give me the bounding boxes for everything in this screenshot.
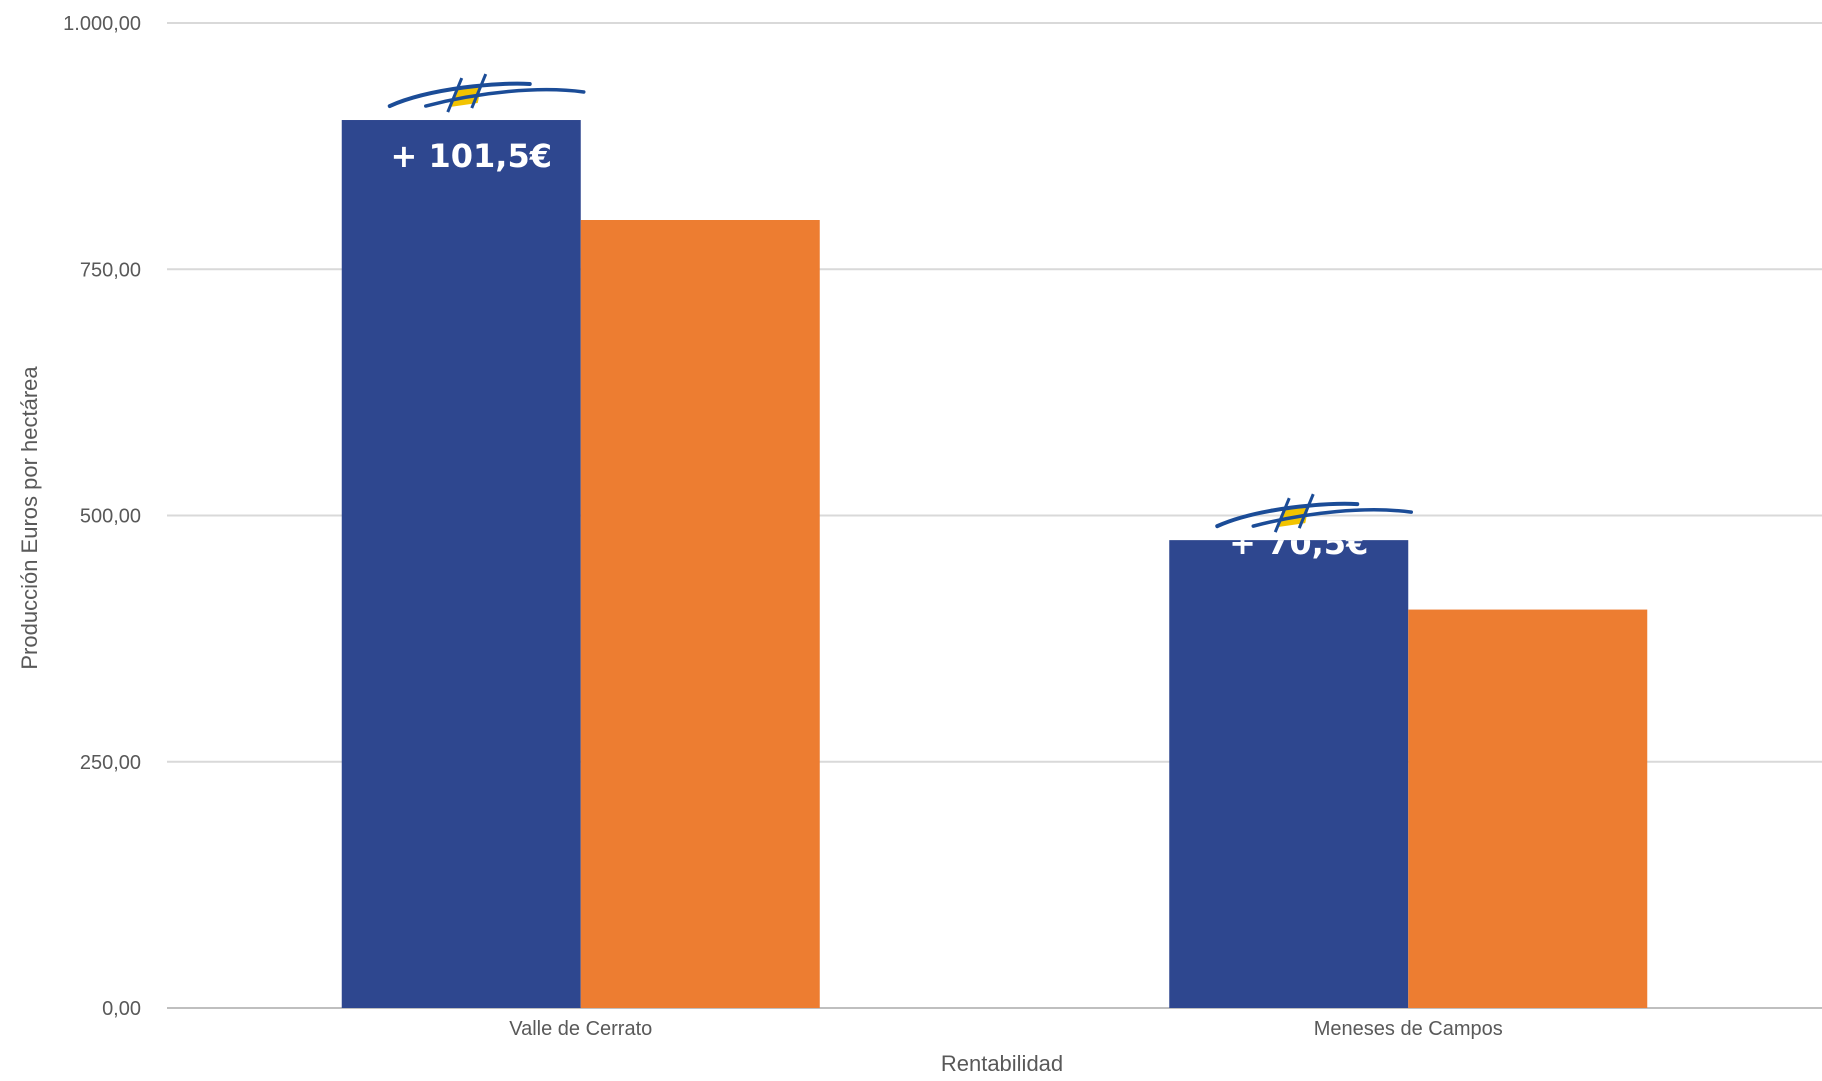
- logo-swoosh: [1251, 508, 1413, 528]
- logos: [387, 73, 1413, 533]
- logo-stroke: [470, 73, 488, 109]
- x-axis-title: Rentabilidad: [941, 1051, 1063, 1076]
- y-axis-title: Producción Euros por hectárea: [17, 366, 42, 670]
- logo-stroke: [1273, 497, 1291, 533]
- bars: [341, 120, 1648, 1008]
- gain-annotation: + 70,5€: [1229, 524, 1368, 562]
- logo-stroke: [446, 77, 464, 113]
- bar: [341, 120, 581, 1008]
- y-tick-label: 750,00: [80, 259, 141, 281]
- gain-annotation: + 101,5€: [391, 137, 552, 175]
- y-tick-label: 250,00: [80, 752, 141, 774]
- logo-swoosh: [387, 81, 532, 109]
- annotations: + 101,5€ + 70,5€: [391, 137, 1369, 562]
- y-axis-ticks: 0,00 250,00 500,00 750,00 1.000,00: [63, 13, 141, 1020]
- logo-mark: [1215, 493, 1413, 533]
- x-tick-label: Meneses de Campos: [1314, 1018, 1503, 1040]
- bar: [1408, 609, 1648, 1008]
- y-tick-label: 1.000,00: [63, 13, 141, 35]
- bar: [1169, 540, 1409, 1008]
- x-tick-label: Valle de Cerrato: [509, 1018, 652, 1040]
- x-axis-ticks: Valle de Cerrato Meneses de Campos: [509, 1018, 1503, 1040]
- y-tick-label: 500,00: [80, 506, 141, 528]
- logo-swoosh: [424, 87, 586, 108]
- logo-mark: [387, 73, 586, 113]
- y-tick-label: 0,00: [102, 998, 141, 1020]
- bar: [580, 220, 820, 1008]
- logo-stroke: [1297, 493, 1315, 529]
- logo-swoosh: [1215, 501, 1360, 529]
